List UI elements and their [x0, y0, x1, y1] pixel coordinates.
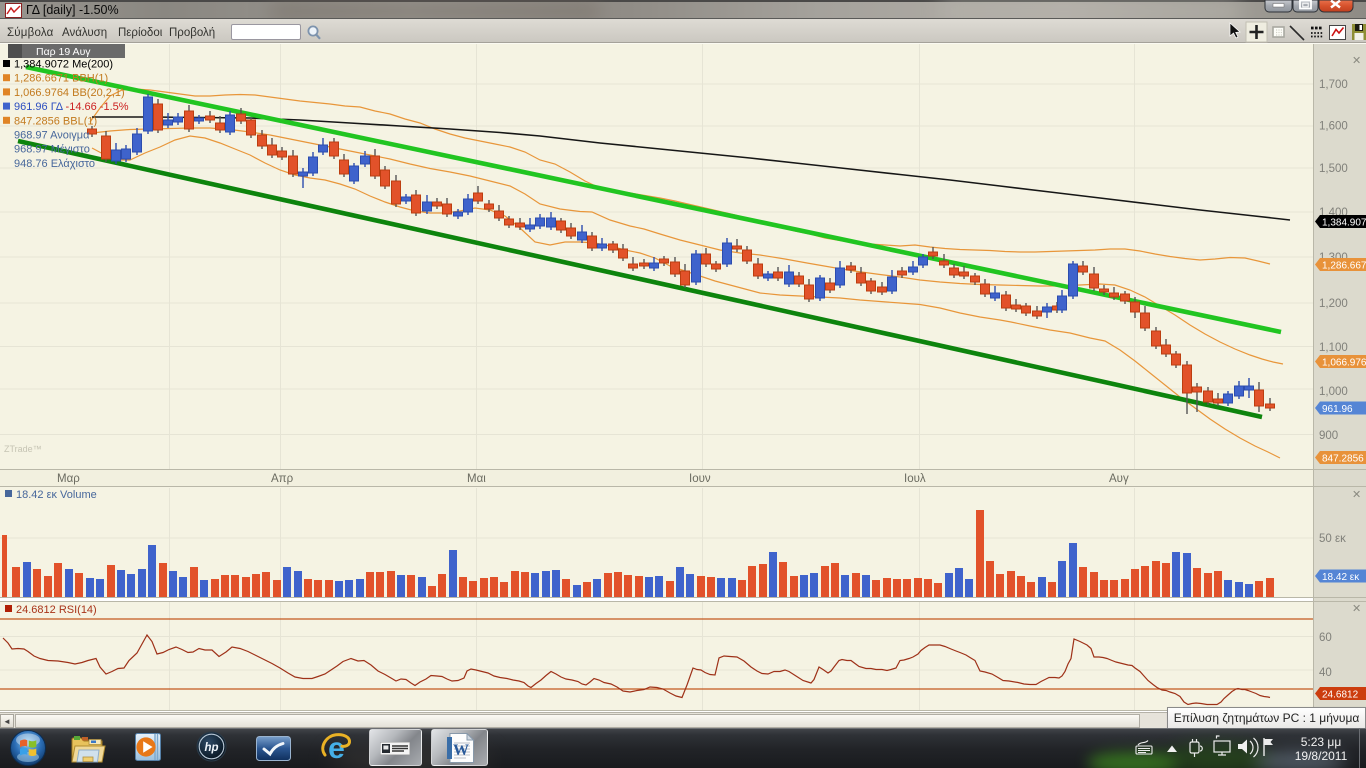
svg-text:40: 40 — [1319, 667, 1332, 679]
svg-text:18.42 εκ: 18.42 εκ — [1322, 572, 1360, 583]
svg-text:Ιουν: Ιουν — [689, 473, 711, 485]
svg-text:1,200: 1,200 — [1319, 298, 1348, 310]
svg-text:961.96 ΓΔ -14.66 -1.5%: 961.96 ΓΔ -14.66 -1.5% — [14, 101, 129, 113]
svg-text:1,700: 1,700 — [1319, 79, 1348, 91]
svg-text:1,286.667: 1,286.667 — [1322, 261, 1366, 272]
svg-text:Μαρ: Μαρ — [57, 473, 80, 485]
svg-text:1,286.6671 BBH(1): 1,286.6671 BBH(1) — [14, 73, 108, 85]
svg-text:1,384.9072 Me(200): 1,384.9072 Me(200) — [14, 59, 113, 71]
svg-text:847.2856 BBL(1): 847.2856 BBL(1) — [14, 115, 97, 127]
svg-text:1,066.9764 BB(20,2,1): 1,066.9764 BB(20,2,1) — [14, 87, 125, 99]
svg-text:1,600: 1,600 — [1319, 121, 1348, 133]
svg-text:1,500: 1,500 — [1319, 163, 1348, 175]
svg-text:1,100: 1,100 — [1319, 342, 1348, 354]
svg-text:W: W — [453, 742, 469, 759]
svg-text:961.96: 961.96 — [1322, 404, 1353, 415]
svg-text:24.6812: 24.6812 — [1322, 690, 1359, 701]
svg-text:968.97 Μέγιστο: 968.97 Μέγιστο — [14, 144, 90, 156]
svg-text:Παρ 19 Αυγ: Παρ 19 Αυγ — [36, 46, 91, 58]
svg-text:1,000: 1,000 — [1319, 386, 1348, 398]
svg-text:847.2856: 847.2856 — [1322, 454, 1364, 465]
svg-text:948.76 Ελάχιστο: 948.76 Ελάχιστο — [14, 158, 95, 170]
svg-text:900: 900 — [1319, 430, 1338, 442]
svg-text:24.6812 RSI(14): 24.6812 RSI(14) — [16, 604, 97, 616]
svg-text:968.97 Ανοιγμα: 968.97 Ανοιγμα — [14, 130, 90, 142]
svg-text:Αυγ: Αυγ — [1109, 473, 1129, 485]
svg-text:ZTrade™: ZTrade™ — [4, 444, 42, 454]
svg-text:✕: ✕ — [1352, 603, 1361, 615]
svg-text:e: e — [328, 732, 345, 764]
svg-text:1,384.907: 1,384.907 — [1322, 218, 1366, 229]
svg-text:Μαι: Μαι — [467, 473, 486, 485]
svg-text:Απρ: Απρ — [271, 473, 294, 485]
svg-text:1,066.976: 1,066.976 — [1322, 358, 1366, 369]
svg-text:Ιουλ: Ιουλ — [904, 473, 926, 485]
svg-text:50 εκ: 50 εκ — [1319, 533, 1346, 545]
svg-text:18.42 εκ Volume: 18.42 εκ Volume — [16, 489, 97, 501]
svg-text:✕: ✕ — [1352, 489, 1361, 501]
svg-text:60: 60 — [1319, 632, 1332, 644]
svg-text:hp: hp — [204, 742, 218, 754]
svg-text:✕: ✕ — [1352, 55, 1361, 67]
